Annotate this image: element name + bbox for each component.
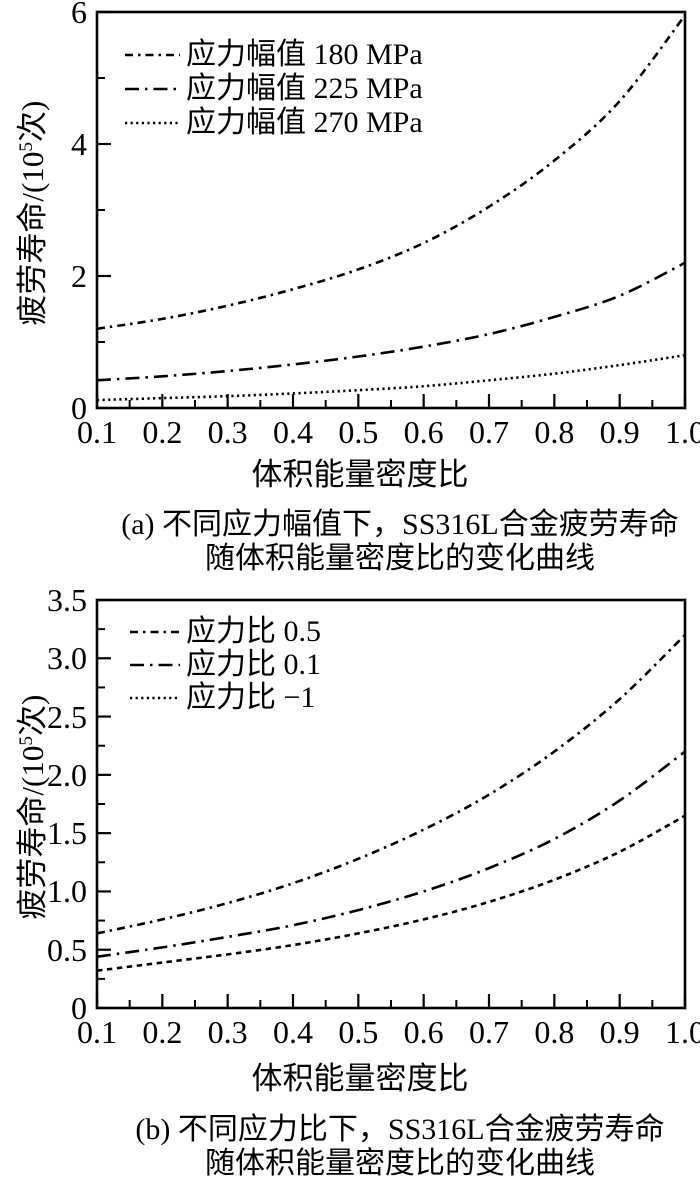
y-tick-label-a: 2 bbox=[71, 258, 87, 294]
x-axis-title-a: 体积能量密度比 bbox=[251, 457, 469, 492]
x-axis-title-b: 体积能量密度比 bbox=[251, 1061, 469, 1096]
y-tick-label-a: 4 bbox=[71, 126, 87, 162]
y-axis-title-a-sup: 5 bbox=[15, 142, 37, 152]
y-axis-title-b: 疲劳寿命/(105次) bbox=[8, 642, 52, 972]
x-tick-label-b: 0.9 bbox=[599, 1014, 640, 1050]
x-tick-label-b: 0.7 bbox=[469, 1014, 509, 1050]
y-tick-label-b: 0 bbox=[71, 990, 87, 1026]
series-line-a-1 bbox=[96, 14, 687, 331]
x-tick-label-a: 0.5 bbox=[338, 414, 379, 450]
legend-label-a-3: 应力幅值 270 MPa bbox=[186, 106, 423, 139]
y-tick-label-b: 3.5 bbox=[47, 582, 87, 618]
series-line-a-2 bbox=[96, 261, 686, 382]
y-axis-title-a-suffix: 次) bbox=[15, 100, 51, 143]
y-tick-label-b: 3.0 bbox=[47, 640, 87, 677]
x-tick-label-a: 0.2 bbox=[142, 414, 183, 450]
legend-label-a-1: 应力幅值 180 MPa bbox=[186, 38, 423, 71]
y-axis-title-b-suffix: 次) bbox=[15, 694, 51, 737]
x-tick-label-a: 0.4 bbox=[273, 414, 313, 450]
caption-a-line1: (a) 不同应力幅值下，SS316L合金疲劳寿命 bbox=[121, 508, 679, 541]
caption-b-line2: 随体积能量密度比的变化曲线 bbox=[205, 1147, 595, 1180]
x-tick-label-a: 0.7 bbox=[469, 414, 509, 450]
x-tick-label-b: 0.6 bbox=[403, 1014, 444, 1050]
x-tick-label-a: 0.6 bbox=[403, 414, 444, 450]
x-tick-label-b: 1.0 bbox=[665, 1014, 700, 1050]
x-tick-label-b: 0.3 bbox=[207, 1014, 248, 1050]
x-tick-label-a: 0.1 bbox=[77, 414, 117, 450]
y-tick-label-b: 1.0 bbox=[47, 873, 87, 910]
y-tick-label-b: 1.5 bbox=[47, 815, 87, 852]
series-line-b-3 bbox=[96, 814, 686, 972]
legend-label-b-2: 应力比 0.1 bbox=[186, 648, 321, 681]
x-tick-label-a: 1.0 bbox=[665, 414, 700, 450]
x-tick-label-a: 0.8 bbox=[534, 414, 575, 450]
y-tick-label-a: 6 bbox=[71, 0, 87, 30]
legend-label-b-3: 应力比 −1 bbox=[186, 681, 316, 714]
x-tick-label-b: 0.5 bbox=[338, 1014, 379, 1050]
y-axis-title-a: 疲劳寿命/(105次) bbox=[8, 48, 52, 378]
y-tick-label-a: 0 bbox=[71, 390, 87, 426]
y-axis-title-b-prefix: 疲劳寿命/(10 bbox=[15, 745, 51, 920]
legend-label-a-2: 应力幅值 225 MPa bbox=[186, 72, 423, 105]
x-tick-label-b: 0.8 bbox=[534, 1014, 575, 1050]
y-axis-title-b-sup: 5 bbox=[15, 736, 37, 746]
y-tick-label-b: 2.0 bbox=[47, 756, 87, 793]
series-line-b-2 bbox=[96, 750, 686, 958]
x-tick-label-b: 0.2 bbox=[142, 1014, 183, 1050]
series-line-b-1 bbox=[96, 634, 686, 935]
y-tick-label-b: 0.5 bbox=[47, 931, 87, 968]
y-axis-title-a-prefix: 疲劳寿命/(10 bbox=[15, 151, 51, 326]
caption-b-line1: (b) 不同应力比下，SS316L合金疲劳寿命 bbox=[135, 1113, 665, 1146]
y-tick-label-b: 2.5 bbox=[47, 698, 87, 735]
x-tick-label-b: 0.4 bbox=[273, 1014, 313, 1050]
x-tick-label-a: 0.9 bbox=[599, 414, 640, 450]
x-tick-label-a: 0.3 bbox=[207, 414, 248, 450]
caption-a-line2: 随体积能量密度比的变化曲线 bbox=[205, 542, 595, 575]
x-tick-label-b: 0.1 bbox=[77, 1014, 117, 1050]
legend-label-b-1: 应力比 0.5 bbox=[186, 615, 321, 648]
